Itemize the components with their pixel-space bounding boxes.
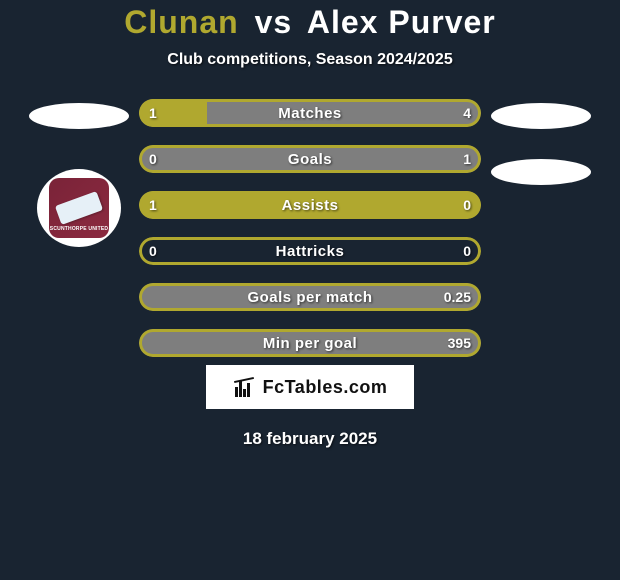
stat-bar: Goals0 1 — [139, 145, 481, 173]
infographic-root: Clunan vs Alex Purver Club competitions,… — [0, 0, 620, 449]
title: Clunan vs Alex Purver — [124, 4, 496, 41]
bar-chart-icon — [233, 377, 257, 397]
player2-club-oval — [491, 159, 591, 185]
stat-value-right: 0 — [463, 191, 471, 219]
stat-bar: Hattricks0 0 — [139, 237, 481, 265]
player1-flag-oval — [29, 103, 129, 129]
stat-bar: Matches1 4 — [139, 99, 481, 127]
club-badge-inner: SCUNTHORPE UNITED — [49, 178, 109, 238]
chart-area: SCUNTHORPE UNITED Matches14Goals01Assist… — [0, 99, 620, 357]
subtitle: Club competitions, Season 2024/2025 — [167, 51, 452, 69]
stat-value-right: 4 — [463, 99, 471, 127]
left-column: SCUNTHORPE UNITED — [19, 99, 139, 357]
stat-bar: Assists1 0 — [139, 191, 481, 219]
stat-value-left: 0 — [149, 237, 157, 265]
attribution-text: FcTables.com — [263, 377, 388, 398]
stat-bars: Matches14Goals01Assists10Hattricks00Goal… — [139, 99, 481, 357]
attribution-box: FcTables.com — [206, 365, 414, 409]
date: 18 february 2025 — [243, 429, 377, 449]
badge-scroll-icon — [55, 191, 103, 225]
stat-label: Hattricks — [139, 237, 481, 265]
badge-text: SCUNTHORPE UNITED — [50, 226, 108, 232]
stat-bar: Min per goal395 — [139, 329, 481, 357]
stat-label: Min per goal — [139, 329, 481, 357]
stat-label: Matches — [139, 99, 481, 127]
stat-label: Assists — [139, 191, 481, 219]
right-column — [481, 99, 601, 357]
stat-value-right: 1 — [463, 145, 471, 173]
player1-club-badge: SCUNTHORPE UNITED — [37, 169, 121, 247]
stat-value-right: 0 — [463, 237, 471, 265]
stat-label: Goals per match — [139, 283, 481, 311]
stat-value-right: 395 — [448, 329, 471, 357]
stat-value-right: 0.25 — [444, 283, 471, 311]
stat-bar: Goals per match0.25 — [139, 283, 481, 311]
stat-value-left: 1 — [149, 191, 157, 219]
title-vs: vs — [255, 4, 293, 40]
title-player2: Alex Purver — [307, 4, 496, 40]
stat-label: Goals — [139, 145, 481, 173]
stat-value-left: 0 — [149, 145, 157, 173]
stat-value-left: 1 — [149, 99, 157, 127]
player2-flag-oval — [491, 103, 591, 129]
title-player1: Clunan — [124, 4, 238, 40]
